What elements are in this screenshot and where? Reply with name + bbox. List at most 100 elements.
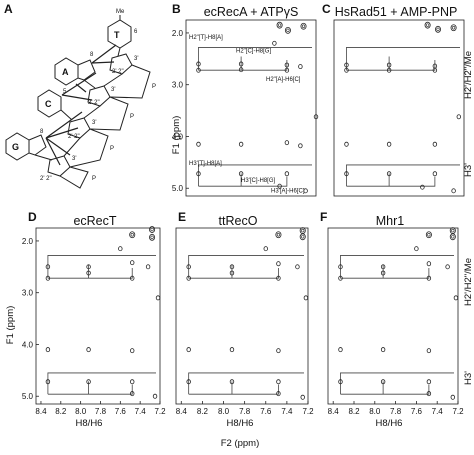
x-tick-label: 8.2	[348, 407, 360, 416]
base-t-ring	[107, 19, 132, 49]
nmr-peak-inner	[301, 24, 306, 28]
x-tick-label: 7.2	[452, 407, 464, 416]
nmr-peak	[229, 270, 235, 276]
nmr-peak	[295, 264, 300, 270]
x-axis-title-d: H8/H6	[76, 418, 103, 429]
position-8a-label: 8	[90, 52, 94, 58]
nmr-peak	[450, 394, 455, 400]
nmr-peak	[284, 140, 290, 146]
nmr-peak	[414, 246, 419, 252]
nmr-peak	[196, 61, 201, 67]
nmr-peak	[129, 231, 136, 239]
nmr-peak	[276, 275, 281, 281]
nmr-peak	[145, 264, 151, 270]
x-tick-label: 8.2	[197, 407, 209, 416]
nmr-peak	[45, 264, 51, 270]
nmr-peak	[277, 183, 282, 189]
nmr-peak	[426, 379, 432, 385]
x-tick-label: 8.0	[369, 407, 381, 416]
h3-label-g: 3'	[72, 156, 76, 162]
nmr-peak	[86, 347, 91, 353]
nmr-peak	[45, 347, 51, 353]
nmr-peak	[344, 62, 349, 68]
base-label-c: C	[45, 99, 52, 109]
backbone-lines	[59, 64, 151, 189]
spectrum-panel-b: ecRecA + ATPγS 2.0 3.0 4.0 5.0 H2"[T]-H8[A] H2…	[172, 5, 319, 197]
assignment-label: H2"[A]-H6[C]	[266, 77, 301, 83]
plot-frame	[327, 227, 459, 405]
sugar-t	[109, 53, 133, 75]
panel-title: Mhr1	[376, 214, 405, 228]
position-6-label: 6	[134, 29, 138, 35]
nmr-peak-inner	[427, 232, 431, 237]
nmr-peak	[300, 22, 307, 30]
spectrum-panel-f: Mhr1 8.4 8.2 8.0 7.8 7.6 7.4 7.2	[327, 214, 464, 416]
nmr-peak	[456, 114, 461, 120]
x-tick-label: 7.4	[281, 407, 293, 416]
nmr-peak	[130, 391, 135, 397]
nmr-peak	[426, 348, 432, 354]
x-tick-label: 7.4	[135, 407, 147, 416]
right-label-h3-bottom: H3'	[463, 371, 474, 385]
nmr-peak	[196, 141, 201, 147]
nmr-peak	[299, 233, 306, 241]
sugar-g	[47, 155, 71, 177]
nmr-peak	[149, 233, 156, 241]
nmr-peak	[130, 348, 135, 354]
nmr-peak	[450, 24, 457, 32]
panel-letter-a: A	[4, 2, 13, 16]
panel-letter-b: B	[172, 2, 181, 16]
y-tick-label: 5.0	[172, 184, 184, 193]
nmr-peak	[344, 67, 349, 73]
nmr-peak	[130, 260, 135, 266]
panel-letter-f: F	[320, 210, 327, 224]
h2-label-g: 2' 2"	[40, 176, 52, 182]
base-a-ring5	[77, 59, 96, 81]
x-tick-label: 7.2	[302, 407, 314, 416]
nmr-peak	[238, 67, 244, 73]
nmr-peak	[432, 141, 438, 147]
nmr-peak	[449, 233, 456, 241]
nmr-peak-inner	[436, 27, 440, 32]
nmr-peak	[338, 347, 343, 353]
nmr-peak	[238, 141, 244, 147]
nmr-peak	[449, 227, 456, 234]
nmr-peak	[86, 264, 91, 270]
phosphate-label-3: P	[110, 146, 114, 152]
y-tick-label: 3.0	[172, 81, 184, 90]
nmr-peak	[386, 171, 392, 177]
nmr-peak	[263, 246, 268, 252]
nmr-peak	[386, 67, 392, 73]
h3-walk-lines	[47, 372, 156, 395]
y-tick-label: 4.0	[22, 340, 34, 349]
h2-walk-lines	[47, 255, 156, 279]
nmr-peak	[149, 226, 156, 233]
h3-walk-lines	[188, 372, 304, 395]
nmr-peak-inner	[130, 232, 134, 237]
glycosidic-bonds	[34, 47, 121, 161]
nmr-peak	[344, 171, 349, 177]
nmr-peak-inner	[276, 232, 281, 237]
nmr-peak-inner	[278, 23, 282, 27]
right-label-h2-top: H2'/H2"/Me	[463, 51, 474, 99]
spectrum-panel-c: HsRad51 + AMP-PNP	[333, 5, 465, 197]
nmr-peak	[276, 348, 281, 354]
nmr-peak	[284, 62, 290, 68]
nmr-peak	[86, 270, 91, 276]
nmr-peak	[313, 114, 319, 120]
nmr-peak-inner	[301, 228, 305, 233]
nmr-peak	[299, 227, 306, 234]
nmr-peak-inner	[150, 227, 154, 232]
plot-frame	[185, 19, 317, 197]
nmr-peak	[238, 61, 244, 67]
nmr-peak	[432, 171, 438, 177]
x-tick-label: 8.4	[35, 407, 47, 416]
nmr-peak	[344, 141, 349, 147]
sugar-a	[87, 85, 111, 107]
h3-walk-lines	[340, 372, 454, 395]
x-tick-label: 7.2	[154, 407, 166, 416]
h3-label-a: 3'	[111, 87, 115, 93]
panel-title: ecRecA + ATPγS	[204, 5, 299, 19]
nmr-peak	[303, 295, 309, 301]
nmr-peak	[276, 21, 283, 29]
